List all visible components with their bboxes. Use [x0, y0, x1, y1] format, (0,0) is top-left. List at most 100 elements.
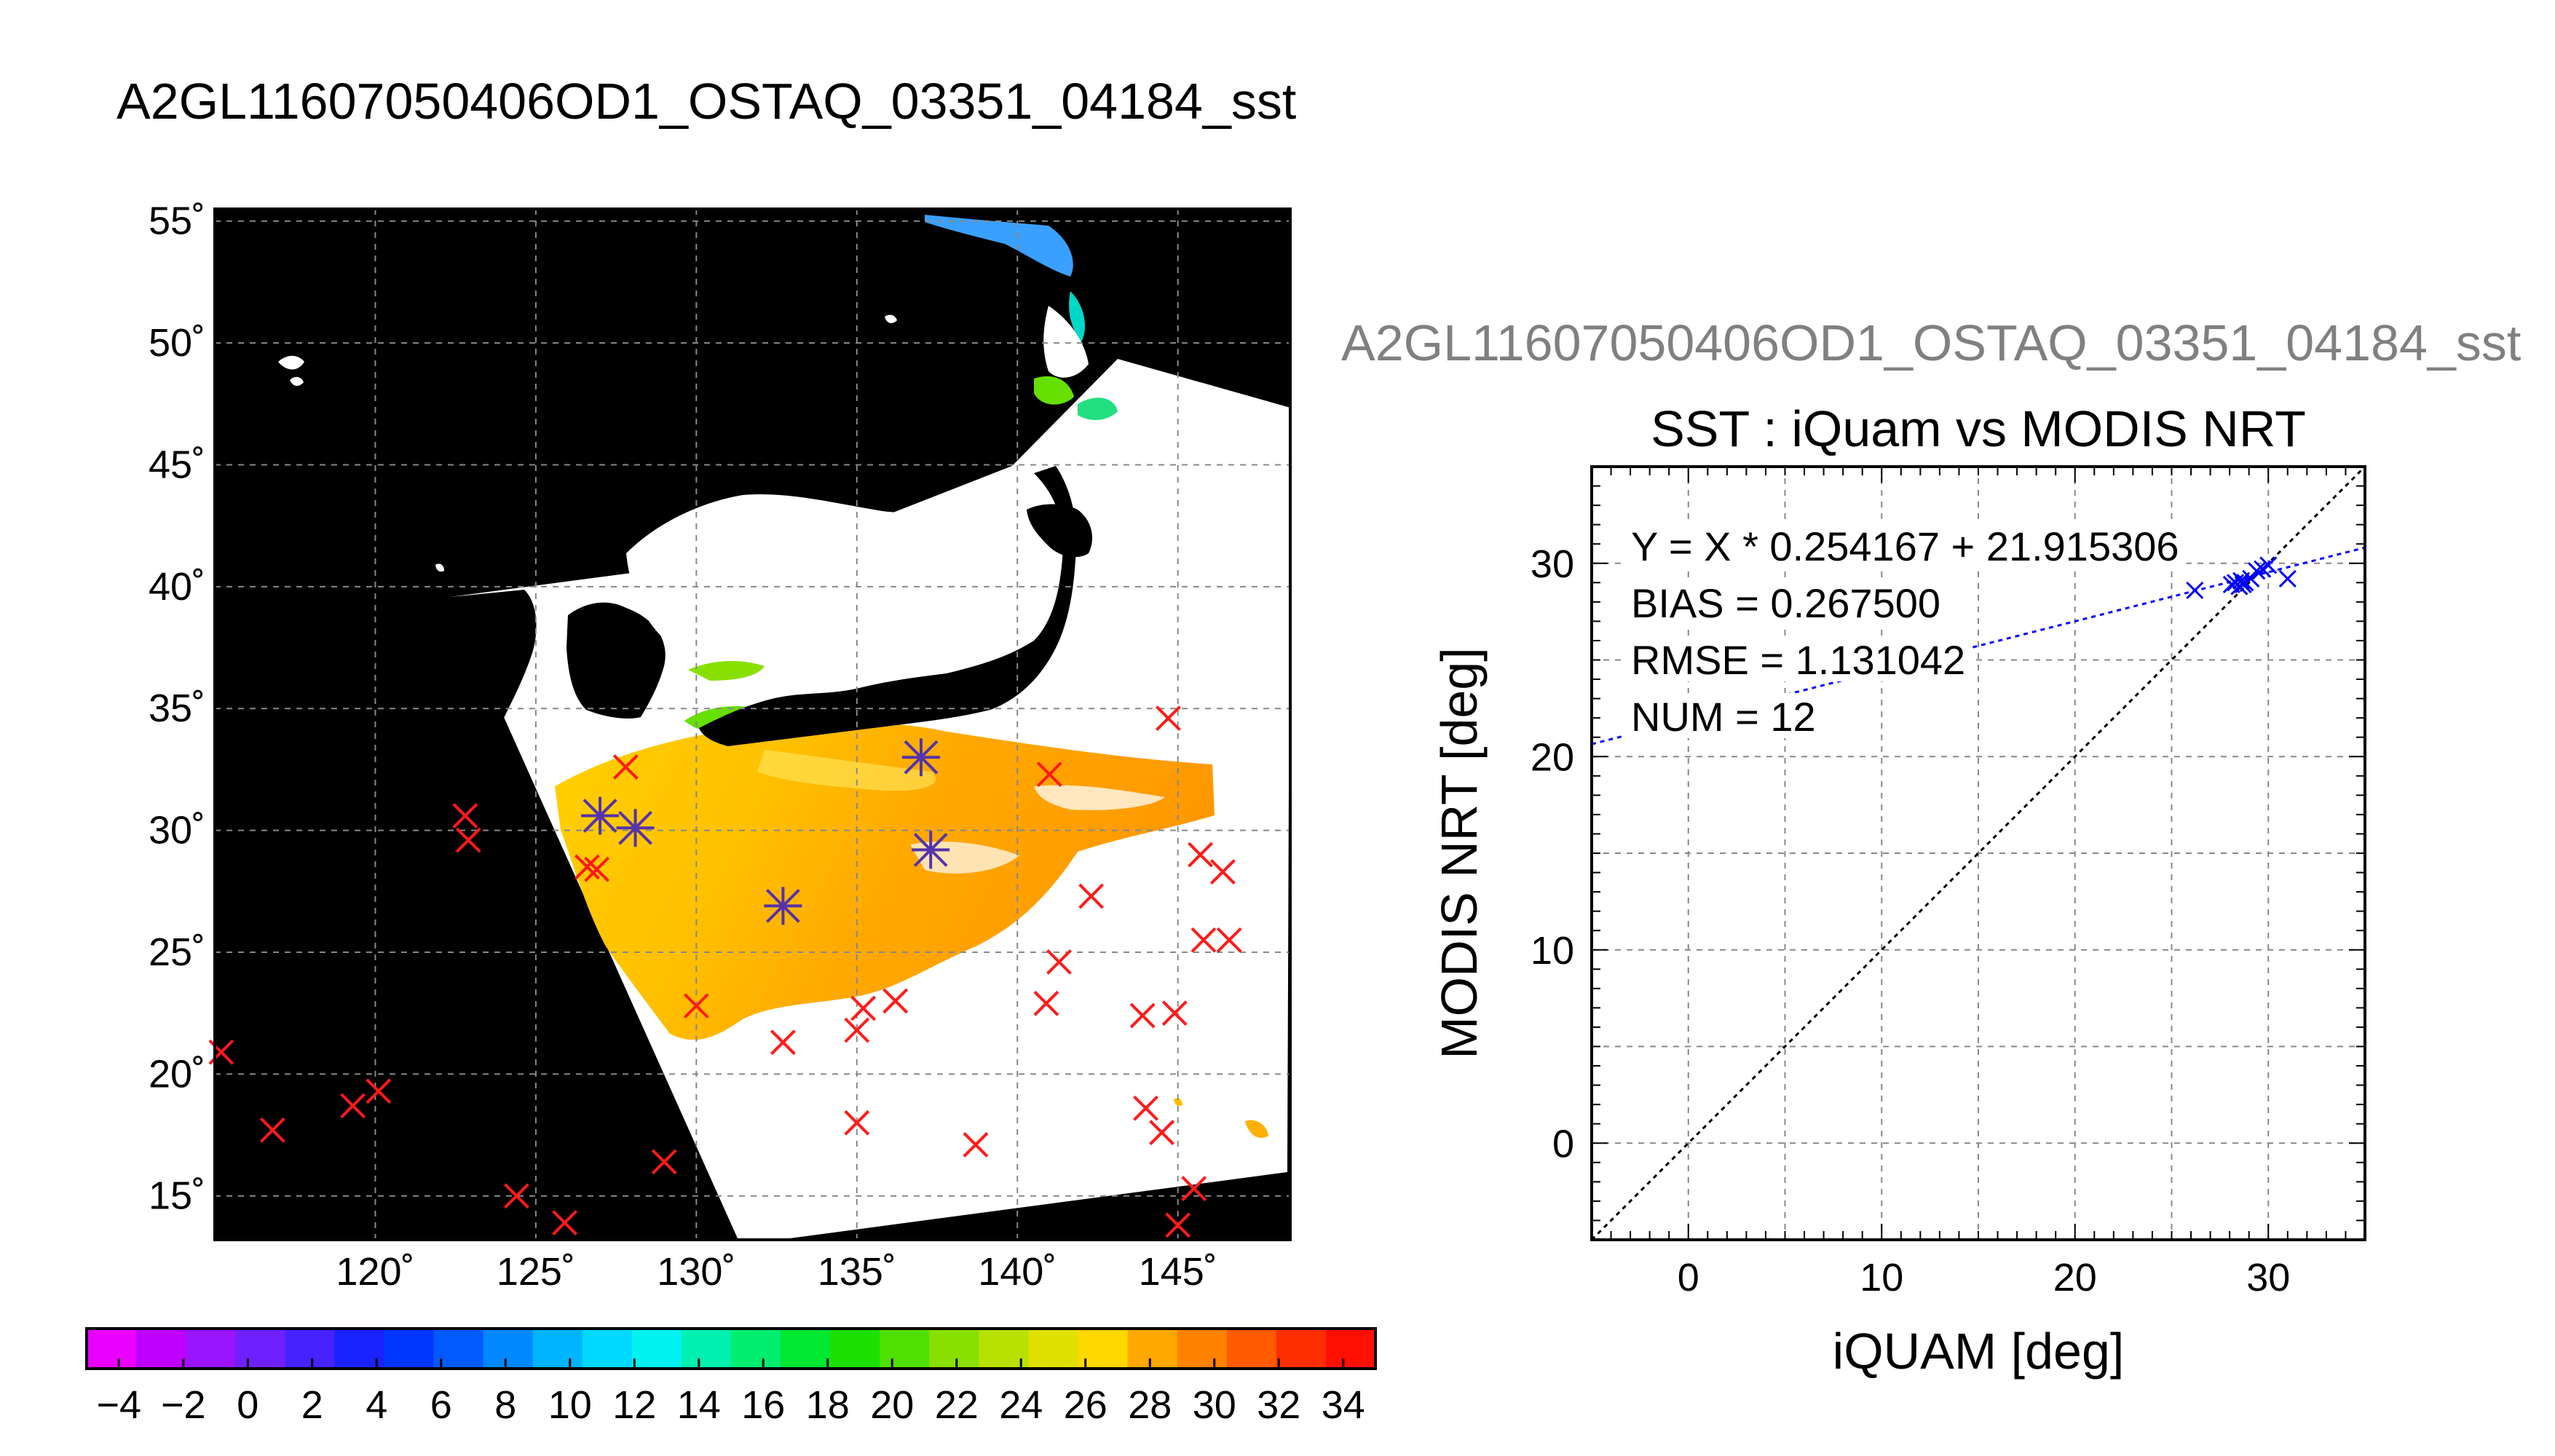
map-lon-tick-label: 125˚ [497, 1250, 575, 1294]
colorbar-swatch [483, 1329, 534, 1369]
cloud-small [885, 314, 897, 323]
buoy-x-marker [1133, 1095, 1159, 1121]
colorbar-tick-label: 4 [366, 1383, 387, 1427]
sst-cyan-patch [1069, 291, 1085, 342]
identity-line [1592, 467, 2365, 1240]
map-lon-tick-label: 130˚ [657, 1250, 735, 1294]
scatter-minor-ticks [1591, 466, 2366, 1241]
land-hokkaido [1027, 504, 1092, 558]
colorbar-swatch [929, 1329, 979, 1369]
colorbar-tick-label: 30 [1193, 1383, 1236, 1427]
buoy-x-marker [1149, 1120, 1175, 1146]
sst-green-patch [1078, 397, 1118, 420]
colorbar-tick-label: 0 [237, 1383, 258, 1427]
buoy-x-marker [1129, 1002, 1156, 1029]
colorbar-swatches [87, 1329, 1376, 1369]
colorbar-tick-label: 10 [548, 1383, 592, 1427]
buoy-x-marker [1165, 1212, 1191, 1238]
colorbar-tick-label: 18 [806, 1383, 850, 1427]
colorbar-frame [85, 1327, 1377, 1370]
colorbar: −4 −2 0 2 4 6 8 10 12 14 16 18 20 22 24 26 28 30 32 34 [85, 1327, 1377, 1427]
scatter-point [2278, 569, 2297, 588]
buoy-x-marker [452, 803, 478, 828]
scatter-title: SST : iQuam vs MODIS NRT [1651, 400, 2306, 457]
scatter-points [2186, 556, 2297, 599]
match-star-marker [581, 796, 620, 835]
buoy-x-marker [1190, 927, 1217, 953]
buoy-x-marker [850, 995, 877, 1021]
colorbar-tick-label: 34 [1322, 1383, 1365, 1427]
colorbar-tick-label: −4 [96, 1383, 141, 1427]
buoy-x-marker [1036, 761, 1062, 788]
scatter-x-axis-label: iQUAM [deg] [1833, 1323, 2125, 1380]
match-star-marker [901, 738, 940, 777]
colorbar-swatch [631, 1329, 682, 1369]
map-lat-tick-label: 30˚ [149, 809, 205, 852]
scatter-annotation: BIAS = 0.267500 [1631, 580, 1940, 626]
page-title: A2GL11607050406OD1_OSTAQ_03351_04184_sst [117, 73, 1296, 130]
colorbar-swatch [532, 1329, 583, 1369]
buoy-x-marker [574, 854, 600, 880]
colorbar-tick-label: 2 [301, 1383, 323, 1427]
map-lon-tick-label: 135˚ [818, 1250, 896, 1294]
map-markers [208, 705, 1242, 1238]
colorbar-swatch [1028, 1329, 1079, 1369]
scatter-point [2242, 569, 2260, 588]
sst-orange-patch [1174, 1098, 1182, 1107]
buoy-x-marker [963, 1132, 989, 1158]
buoy-x-marker [504, 1183, 529, 1209]
scatter-x-tick-label: 30 [2246, 1256, 2290, 1299]
scatter-point [2259, 556, 2278, 574]
scatter-point [2186, 581, 2204, 599]
cloud-sea-of-japan [626, 494, 991, 655]
colorbar-ticks [117, 1358, 1345, 1369]
map-lat-tick-label: 25˚ [149, 930, 205, 974]
map-lon-tick-label: 145˚ [1139, 1250, 1217, 1294]
scatter-y-axis-label: MODIS NRT [deg] [1431, 647, 1488, 1059]
scatter-y-tick-label: 10 [1531, 929, 1574, 973]
buoy-x-marker [882, 988, 909, 1014]
colorbar-tick-label: 14 [677, 1383, 721, 1427]
buoy-x-marker [612, 754, 639, 780]
scatter-annotation: Y = X * 0.254167 + 21.915306 [1631, 523, 2179, 569]
map-lat-tick-label: 15˚ [149, 1174, 205, 1218]
colorbar-swatch [781, 1329, 831, 1369]
map-gridlines [215, 209, 1290, 1240]
annotation-background [1624, 636, 1973, 681]
annotation-background [1624, 579, 1948, 625]
sst-green-patch [1034, 376, 1074, 405]
colorbar-tick-label: 20 [870, 1383, 914, 1427]
colorbar-swatch [285, 1329, 335, 1369]
map-lat-labels: 15˚ 20˚ 25˚ 30˚ 35˚ 40˚ 45˚ 50˚ 55˚ [149, 199, 205, 1218]
colorbar-swatch [582, 1329, 633, 1369]
colorbar-tick-label: 32 [1257, 1383, 1300, 1427]
colorbar-swatch [731, 1329, 781, 1369]
land-korea [566, 602, 666, 719]
colorbar-swatch [681, 1329, 732, 1369]
map-lon-tick-label: 120˚ [336, 1250, 414, 1294]
colorbar-swatch [87, 1329, 137, 1369]
buoy-x-marker [1188, 842, 1213, 868]
match-star-marker [912, 831, 950, 869]
sst-green-patch [688, 661, 765, 681]
sst-blue-patch [925, 215, 1073, 277]
buoy-x-marker [1078, 883, 1105, 909]
map-frame [213, 207, 1292, 1241]
scatter-overlay-title: A2GL11607050406OD1_OSTAQ_03351_04184_sst [1341, 314, 2521, 371]
buoy-x-marker [552, 1210, 577, 1235]
colorbar-swatch [880, 1329, 930, 1369]
colorbar-swatch [1325, 1329, 1376, 1369]
scatter-y-tick-label: 0 [1552, 1122, 1574, 1166]
scatter-annotations: Y = X * 0.254167 + 21.915306 BIAS = 0.267… [1624, 523, 2187, 740]
annotation-background [1624, 523, 2187, 568]
land-china [450, 590, 537, 728]
buoy-x-marker [1046, 949, 1072, 975]
sst-band-patch [757, 750, 936, 791]
match-star-marker [616, 809, 655, 847]
colorbar-swatch [1127, 1329, 1178, 1369]
scatter-x-tick-label: 10 [1860, 1256, 1903, 1299]
sst-orange-patch [1245, 1120, 1268, 1139]
map-lon-tick-label: 140˚ [978, 1250, 1057, 1294]
scatter-y-tick-label: 30 [1531, 542, 1574, 586]
scatter-annotation: RMSE = 1.131042 [1631, 637, 1965, 683]
